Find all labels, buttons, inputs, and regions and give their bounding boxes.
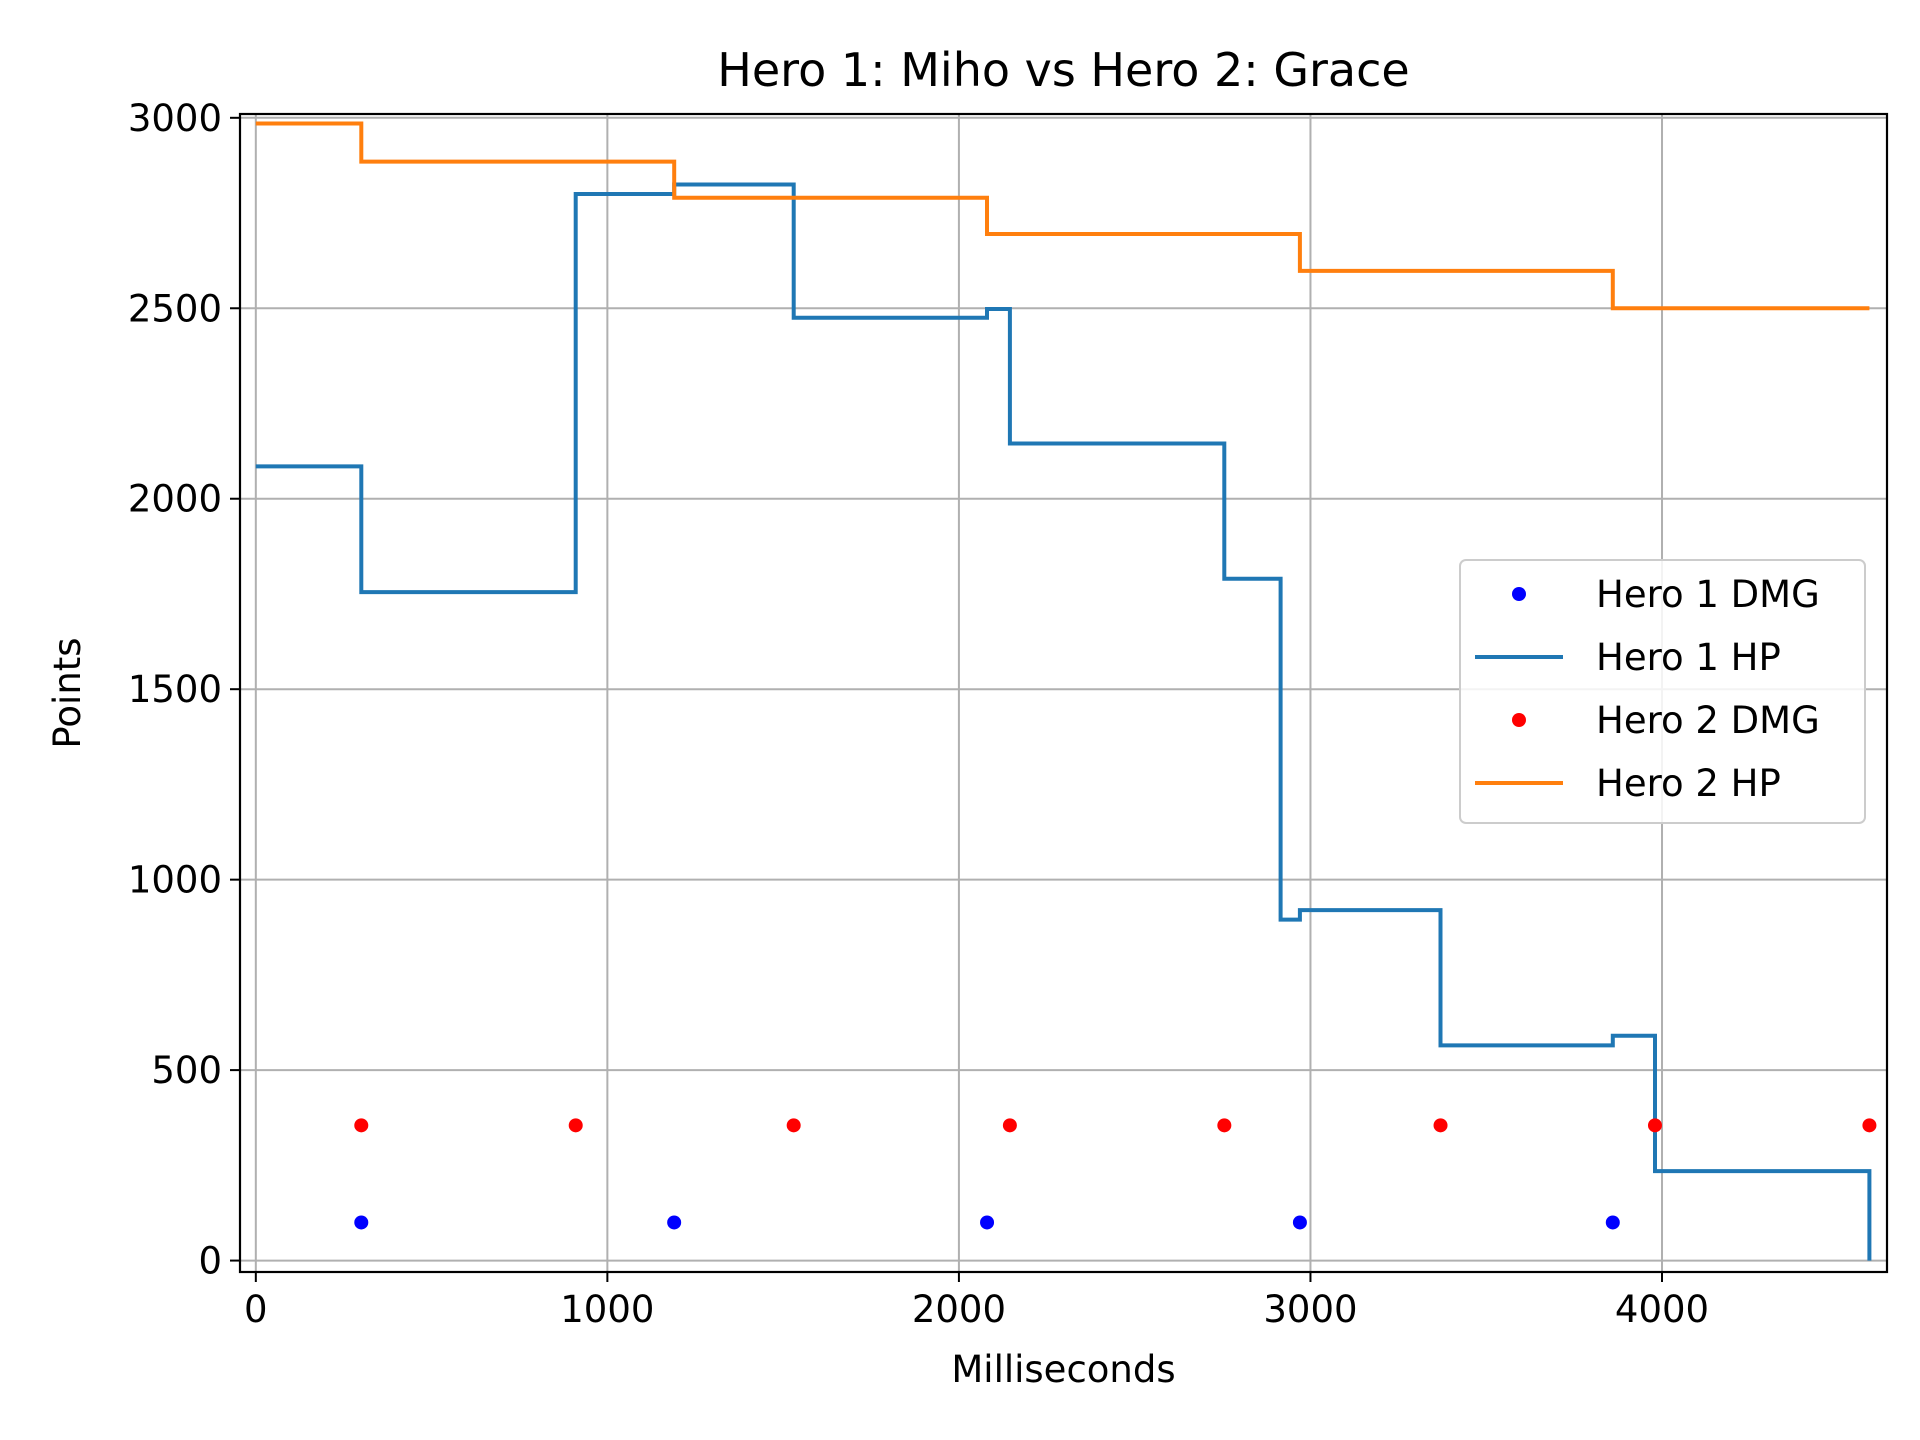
y-tick-label: 1000 [128, 859, 222, 902]
hero-1-dmg-point [980, 1215, 995, 1230]
legend-label-hero-2-dmg: Hero 2 DMG [1596, 699, 1820, 742]
x-tick-label: 1000 [560, 1288, 654, 1331]
hero-1-dmg-point [667, 1215, 682, 1230]
hero-2-dmg-point [568, 1118, 583, 1133]
x-tick-label: 3000 [1263, 1288, 1357, 1331]
legend: Hero 1 DMG Hero 1 HP Hero 2 DMG Hero 2 HP [1459, 559, 1866, 824]
y-tick-label: 1500 [128, 668, 222, 711]
hero-2-dmg-point [1433, 1118, 1448, 1133]
y-axis-label: Points [46, 637, 89, 748]
axis-ticks: 0 1000 2000 3000 4000 0 500 1000 1500 2000 2500 300… [128, 97, 1709, 1331]
x-axis-label: Milliseconds [951, 1348, 1175, 1391]
x-tick-label: 2000 [912, 1288, 1006, 1331]
legend-label-hero-1-hp: Hero 1 HP [1596, 636, 1781, 679]
y-tick-label: 3000 [128, 97, 222, 140]
hero-1-dmg-point [1605, 1215, 1620, 1230]
y-tick-label: 500 [151, 1049, 222, 1092]
legend-label-hero-1-dmg: Hero 1 DMG [1596, 573, 1820, 616]
hero-2-dmg-point [354, 1118, 369, 1133]
x-tick-label: 0 [244, 1288, 268, 1331]
hero-2-dmg-point [1862, 1118, 1877, 1133]
plot-frame [238, 112, 1889, 1274]
hero-1-dmg-point [354, 1215, 369, 1230]
hero-2-hp-line [255, 121, 1870, 311]
y-tick-label: 2500 [128, 287, 222, 330]
hero-1-dmg-point [1292, 1215, 1307, 1230]
y-tick-label: 2000 [128, 478, 222, 521]
legend-swatch-hero-2-dmg [1512, 713, 1526, 727]
legend-box [1459, 559, 1866, 824]
y-tick-label: 0 [198, 1240, 222, 1283]
legend-label-hero-2-hp: Hero 2 HP [1596, 762, 1781, 805]
hero-2-dmg-point [1647, 1118, 1662, 1133]
legend-swatch-hero-1-dmg [1512, 587, 1526, 601]
hero-2-dmg-point [1002, 1118, 1017, 1133]
chart-title: Hero 1: Miho vs Hero 2: Grace [717, 43, 1409, 97]
hero-2-dmg-point [1217, 1118, 1232, 1133]
hero-1-hp-line [255, 182, 1872, 1261]
x-tick-label: 4000 [1615, 1288, 1709, 1331]
hero-2-dmg-point [786, 1118, 801, 1133]
series-layer [255, 121, 1877, 1261]
